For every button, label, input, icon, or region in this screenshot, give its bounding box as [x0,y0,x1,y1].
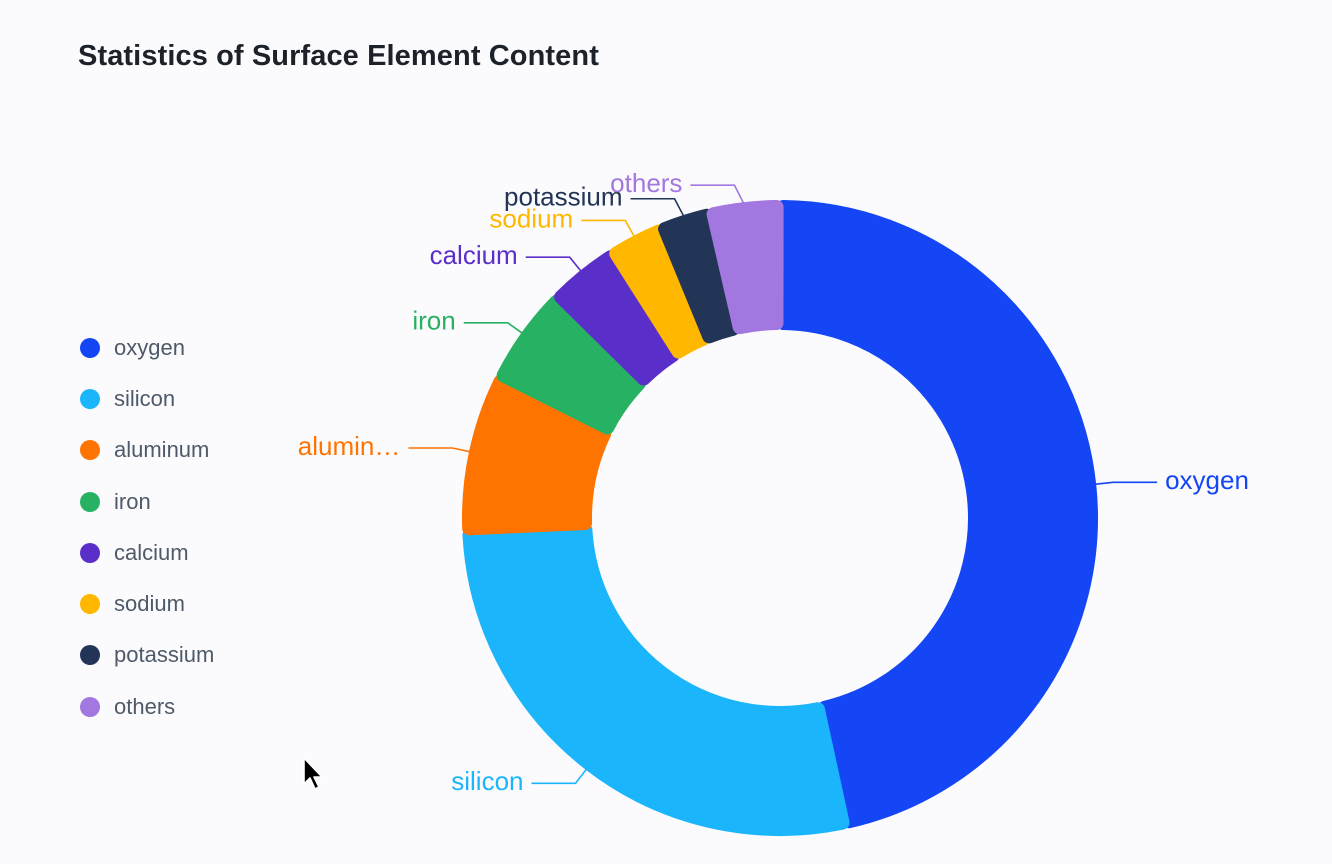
slice-others[interactable] [706,200,784,335]
legend-item-sodium[interactable]: sodium [80,578,214,629]
legend-label: calcium [114,539,189,565]
slice-label-sodium: sodium [489,203,573,233]
leader-line-sodium [581,219,636,239]
leader-line-silicon [531,767,589,785]
slice-sodium[interactable] [609,224,710,359]
legend-marker [80,337,100,358]
legend-item-iron[interactable]: iron [80,476,214,527]
legend-marker [80,388,100,409]
mouse-pointer-icon [303,757,323,790]
slice-label-iron: iron [412,306,455,336]
legend-item-oxygen[interactable]: oxygen [80,322,214,373]
leader-line-calcium [525,256,583,274]
legend-marker [80,645,100,666]
leader-line-others [690,184,746,206]
leader-line-oxygen [1093,481,1158,486]
leader-line-potassium [630,197,686,219]
legend-label: others [114,693,176,719]
leader-line-iron [463,321,525,336]
slice-label-silicon: silicon [451,766,523,796]
slice-label-aluminum: alumin… [298,431,401,461]
slice-label-others: others [610,168,682,198]
legend-marker [80,440,100,461]
slice-label-calcium: calcium [430,240,518,270]
chart-title: Statistics of Surface Element Content [78,40,599,72]
legend-item-calcium[interactable]: calcium [80,527,214,578]
legend-label: aluminum [114,437,210,463]
legend-item-potassium[interactable]: potassium [80,630,214,681]
legend-label: iron [114,488,151,514]
legend-marker [80,696,100,717]
legend-marker [80,491,100,512]
legend-label: potassium [114,642,215,668]
legend-item-others[interactable]: others [80,681,214,732]
slice-potassium[interactable] [658,208,740,344]
slice-label-oxygen: oxygen [1165,465,1249,495]
legend-label: silicon [114,385,176,411]
leader-line-aluminum [408,447,473,453]
legend-label: sodium [114,591,185,617]
legend-item-silicon[interactable]: silicon [80,373,214,424]
slice-silicon[interactable] [462,523,850,836]
legend-marker [80,542,100,563]
legend-marker [80,594,100,615]
legend-item-aluminum[interactable]: aluminum [80,425,214,476]
chart-legend: oxygen silicon aluminum iron calcium sodium po… [80,322,214,732]
slice-label-potassium: potassium [504,182,623,212]
slice-oxygen[interactable] [776,200,1098,829]
legend-label: oxygen [114,334,185,360]
